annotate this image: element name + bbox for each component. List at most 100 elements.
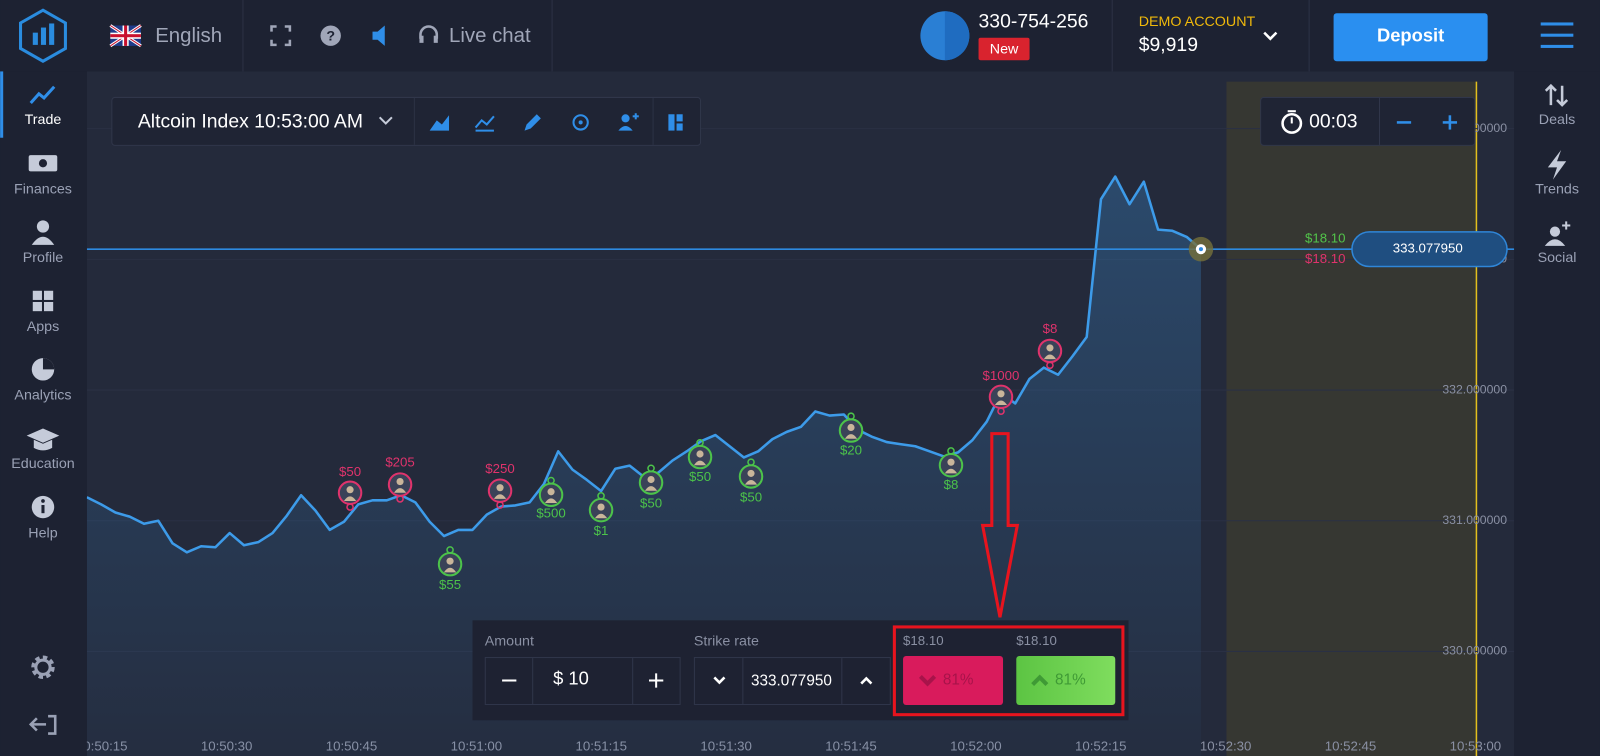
trader-avatar-body <box>544 498 558 503</box>
menu-item[interactable]: Trade <box>25 112 62 128</box>
crosshair-icon[interactable] <box>572 114 589 131</box>
trade-amount: $205 <box>385 455 414 470</box>
put-rate[interactable]: 81% <box>943 672 974 689</box>
deals-icon[interactable] <box>1544 83 1569 107</box>
trader-avatar-body <box>744 480 758 485</box>
amount-box <box>484 657 681 705</box>
payout-up-label: $18.10 <box>1305 230 1346 245</box>
trader-avatar-body <box>644 486 658 491</box>
trends-icon[interactable] <box>1547 149 1567 180</box>
trade-amount: $50 <box>689 469 711 484</box>
right-sidebar: Deals Trends Social <box>1514 71 1600 756</box>
put-arrow[interactable] <box>918 674 937 687</box>
account-type[interactable]: DEMO ACCOUNT <box>1139 14 1256 30</box>
trade-amount: $250 <box>485 461 514 476</box>
live-chat[interactable]: Live chat <box>449 25 531 47</box>
y-tick-label: 332.000000 <box>1442 382 1507 396</box>
trader-avatar-head <box>696 450 704 458</box>
trader-avatar-body <box>844 434 858 439</box>
menu-item[interactable]: Trends <box>1535 182 1579 198</box>
trader-avatar-body <box>493 494 507 499</box>
call-button[interactable]: 81% <box>1016 656 1116 705</box>
x-tick-label: 10:52:45 <box>1325 738 1377 753</box>
profile-icon[interactable] <box>36 220 50 233</box>
social-trading-icon[interactable] <box>621 114 630 123</box>
asset-selector[interactable]: Altcoin Index 10:53:00 AM <box>138 111 363 133</box>
apps-icon[interactable] <box>32 290 54 312</box>
price-tag-label: 333.077950 <box>1393 241 1463 256</box>
area-chart-icon[interactable] <box>429 115 450 131</box>
trade-amount: $8 <box>1043 321 1058 336</box>
settings-icon[interactable] <box>31 655 55 679</box>
amount-input[interactable]: $ 10 <box>553 667 589 688</box>
education-icon[interactable] <box>26 428 60 443</box>
chart-toolbar: Altcoin Index 10:53:00 AM <box>111 96 702 146</box>
trade-amount: $50 <box>740 489 762 504</box>
trade-panel: Amount $ 10 Strike rate 333.077950 $18.1… <box>472 620 1129 721</box>
menu-icon[interactable] <box>1540 22 1574 48</box>
sound-icon[interactable] <box>372 25 385 46</box>
left-sidebar-background <box>0 71 87 756</box>
help-icon[interactable] <box>320 25 341 46</box>
put-button[interactable]: 81% <box>903 656 1004 705</box>
strike-down[interactable] <box>713 676 726 685</box>
price-area <box>86 176 1201 756</box>
expiry-timer: 00:03 <box>1260 96 1476 146</box>
headset-icon[interactable] <box>419 25 439 39</box>
logout-icon[interactable] <box>28 714 57 735</box>
annotation-arrow <box>980 432 1020 618</box>
menu-item[interactable]: Profile <box>23 250 64 266</box>
trade-amount: $20 <box>840 442 862 457</box>
trader-avatar-head <box>496 484 504 492</box>
draw-icon[interactable] <box>524 114 541 131</box>
y-tick-label: 331.000000 <box>1442 513 1507 527</box>
trader-avatar-head <box>847 423 855 432</box>
call-button-bg[interactable] <box>1016 656 1116 705</box>
header-background <box>0 0 1600 72</box>
menu-item[interactable]: Deals <box>1539 112 1575 128</box>
put-button-bg[interactable] <box>903 656 1004 705</box>
menu-item[interactable]: Analytics <box>14 388 71 404</box>
menu-item[interactable]: Finances <box>14 182 72 198</box>
menu-item[interactable]: Education <box>11 456 74 472</box>
toolbar-box <box>111 96 702 146</box>
trader-avatar-head <box>597 503 605 511</box>
trader-avatar-body <box>1043 354 1057 360</box>
current-price-core <box>1198 247 1203 252</box>
trade-amount: $8 <box>944 477 959 492</box>
logo[interactable] <box>19 8 67 63</box>
menu-item[interactable]: Social <box>1538 250 1577 266</box>
trader-avatar-head <box>647 475 655 484</box>
new-badge-text: New <box>990 42 1019 58</box>
strike-input[interactable]: 333.077950 <box>751 673 832 690</box>
menu-item[interactable]: Apps <box>27 319 60 335</box>
deposit-button[interactable] <box>1333 13 1488 62</box>
asset-chevron[interactable] <box>378 116 393 125</box>
trade-amount: $55 <box>439 577 461 592</box>
social-icon[interactable] <box>1549 226 1561 237</box>
fullscreen-icon[interactable] <box>270 25 292 47</box>
strike-box <box>693 657 891 705</box>
strike-up[interactable] <box>860 676 873 685</box>
layout-icon[interactable] <box>668 114 675 131</box>
trade-icon[interactable] <box>29 85 56 105</box>
call-rate[interactable]: 81% <box>1055 672 1086 689</box>
trader-avatar-head <box>547 488 555 496</box>
flag-icon[interactable] <box>109 24 142 48</box>
strike-label: Strike rate <box>694 633 759 649</box>
indicators-icon[interactable] <box>474 115 495 129</box>
menu-item[interactable]: Help <box>28 525 57 541</box>
payout-down-label: $18.10 <box>1305 251 1346 266</box>
trade-amount: $50 <box>339 464 361 479</box>
language-selector[interactable]: English <box>155 25 222 47</box>
trader-avatar-body <box>393 488 407 493</box>
account-chevron[interactable] <box>1263 31 1278 41</box>
balance[interactable]: $9,919 <box>1139 34 1198 56</box>
call-arrow[interactable] <box>1031 674 1049 687</box>
timer-value: 00:03 <box>1309 111 1358 133</box>
right-sidebar-background <box>1514 71 1600 756</box>
trader-avatar-head <box>1046 344 1054 352</box>
trader-avatar-body <box>693 460 707 466</box>
trader-avatar-body <box>594 513 608 519</box>
deposit-label[interactable]: Deposit <box>1377 25 1444 46</box>
